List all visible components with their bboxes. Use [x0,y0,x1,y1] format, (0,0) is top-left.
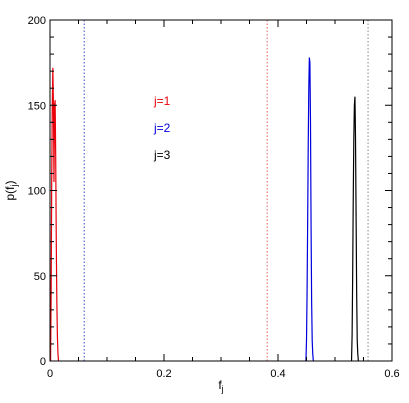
legend-label-j3: j=3 [153,148,171,162]
series-line-j2 [305,57,314,362]
legend: j=1 j=2 j=3 [153,94,171,162]
legend-label-j2: j=2 [153,121,171,135]
tick-labels: 0 0.2 0.4 0.6 0 50 100 150 200 [28,15,400,380]
x-tick-label: 0.6 [384,368,399,380]
y-tick-label: 50 [34,271,46,283]
plot-frame [49,19,393,362]
y-tick-label: 200 [28,15,46,27]
y-tick-label: 0 [40,356,46,368]
x-tick-label: 0 [47,368,53,380]
legend-label-j1: j=1 [153,94,171,108]
series-line-j1 [49,67,60,362]
x-tick-label: 0.4 [270,368,285,380]
y-tick-label: 100 [28,186,46,198]
reference-lines [83,20,369,361]
y-axis-label: p(fj) [3,180,19,200]
series-line-j3 [350,96,359,362]
y-tick-label: 150 [28,100,46,112]
plot-series [49,57,359,362]
x-axis-label: fj [218,378,223,394]
x-tick-label: 0.2 [156,368,171,380]
axis-ticks [49,19,393,362]
